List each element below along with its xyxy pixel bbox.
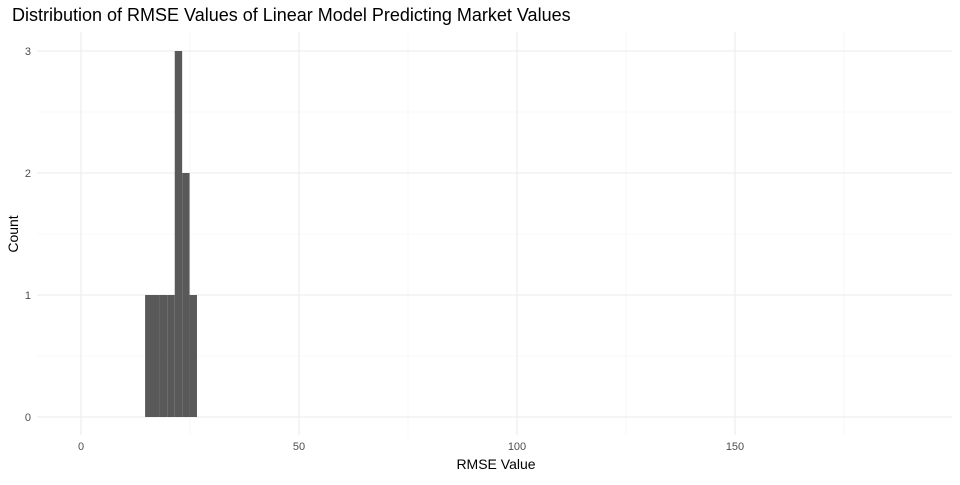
x-tick-label: 50 [293, 441, 305, 453]
y-tick-label: 2 [25, 168, 31, 180]
y-tick-label: 3 [25, 46, 31, 58]
y-axis-ticks: 0 1 2 3 [25, 46, 31, 424]
x-tick-label: 0 [78, 441, 84, 453]
histogram-bar [174, 51, 183, 417]
y-axis-label: Count [5, 215, 21, 252]
x-tick-label: 150 [726, 441, 744, 453]
histogram-bar [152, 295, 160, 417]
y-tick-label: 1 [25, 290, 31, 302]
x-axis-ticks: 0 50 100 150 [78, 441, 744, 453]
histogram-bar [145, 295, 153, 417]
y-tick-label: 0 [25, 412, 31, 424]
histogram-bar [182, 173, 190, 417]
histogram-bar [189, 295, 197, 417]
chart-title: Distribution of RMSE Values of Linear Mo… [12, 5, 571, 25]
histogram-bar [159, 295, 168, 417]
x-tick-label: 100 [508, 441, 526, 453]
histogram-bars [145, 51, 197, 417]
histogram-bar [167, 295, 175, 417]
x-axis-label: RMSE Value [456, 456, 535, 472]
